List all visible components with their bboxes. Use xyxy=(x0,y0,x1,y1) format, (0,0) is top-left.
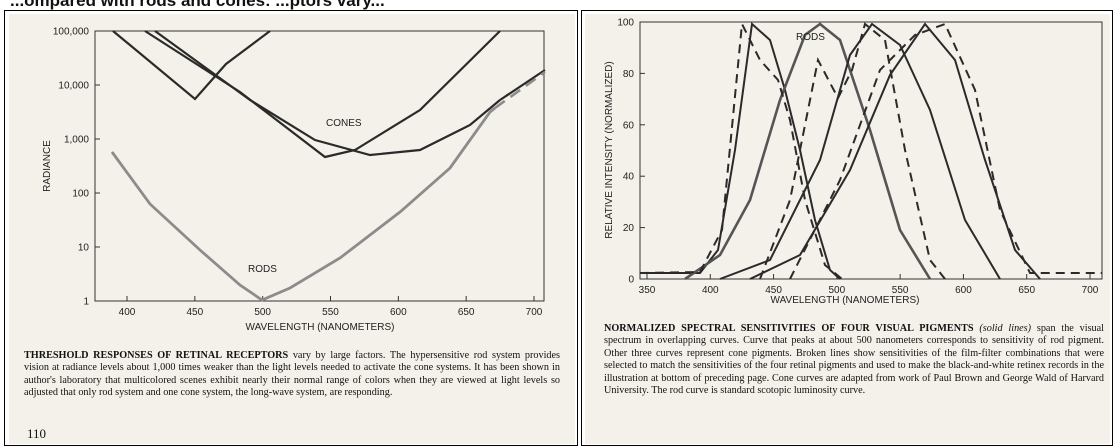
right-y-tick-label: 60 xyxy=(623,120,635,131)
left-x-tick-label: 500 xyxy=(254,307,271,318)
left-y-tick-label: 10,000 xyxy=(58,81,89,92)
rod-pigment-curve xyxy=(684,22,932,281)
mid-wave-filter-curve xyxy=(759,22,946,280)
left-x-axis-label: WAVELENGTH (NANOMETERS) xyxy=(246,322,395,333)
left-caption-text: vary by large factors. The hypersensitiv… xyxy=(24,350,560,399)
right-x-tick-label: 550 xyxy=(892,285,909,296)
right-y-tick-label: 20 xyxy=(623,223,635,234)
left-x-tick-label: 650 xyxy=(458,307,475,318)
left-plot-frame xyxy=(94,30,545,302)
right-x-tick-label: 400 xyxy=(702,285,719,296)
short-wave-pigment-curve xyxy=(640,22,841,280)
spectral-sensitivity-chart: 100 80 60 40 20 0 350 400 450 500 550 600 650 700 RE… xyxy=(604,18,1103,306)
left-figure-panel xyxy=(4,10,578,446)
left-y-axis-label: RADIANCE xyxy=(42,140,53,192)
long-wave-cone-tail xyxy=(499,69,546,101)
short-wave-cone-curve xyxy=(112,30,271,101)
right-x-tick-label: 650 xyxy=(1018,285,1035,296)
rod-threshold-extrapolated xyxy=(494,70,546,110)
right-figure-panel xyxy=(581,10,1113,446)
right-caption-text: span the visual spectrum in overlapping … xyxy=(604,323,1104,397)
right-x-tick-label: 700 xyxy=(1082,285,1099,296)
threshold-response-chart: 100,000 10,000 1,000 100 10 1 400 450 500 550 600… xyxy=(42,27,546,333)
long-wave-filter-curve xyxy=(789,22,1102,280)
right-x-tick-label: 500 xyxy=(829,285,846,296)
rods-curve-label: RODS xyxy=(796,32,825,43)
right-figure-caption: NORMALIZED SPECTRAL SENSITIVITIES OF FOU… xyxy=(604,323,1104,397)
short-wave-filter-curve xyxy=(639,20,843,280)
left-x-ticks: 400 450 500 550 600 650 700 xyxy=(119,296,543,318)
right-y-axis-label: RELATIVE INTENSITY (NORMALIZED) xyxy=(604,61,615,238)
left-y-tick-label: 1,000 xyxy=(64,135,89,146)
left-y-tick-label: 100,000 xyxy=(53,27,90,38)
left-x-tick-label: 400 xyxy=(119,307,136,318)
right-caption-lead: NORMALIZED SPECTRAL SENSITIVITIES OF FOU… xyxy=(604,323,974,334)
left-y-tick-label: 10 xyxy=(78,243,90,254)
right-y-ticks: 100 80 60 40 20 0 xyxy=(617,18,645,286)
mid-wave-pigment-curve xyxy=(719,22,1001,280)
rod-threshold-curve xyxy=(110,106,496,302)
right-caption-italic: (solid lines) xyxy=(973,323,1032,334)
right-y-tick-label: 40 xyxy=(623,172,635,183)
right-y-tick-label: 100 xyxy=(617,18,634,29)
left-y-tick-label: 100 xyxy=(72,189,89,200)
cropped-heading: ...ompared with rods and cones: ...ptors… xyxy=(6,0,389,10)
left-caption-lead: THRESHOLD RESPONSES OF RETINAL RECEPTORS xyxy=(24,350,289,361)
left-y-tick-label: 1 xyxy=(83,297,89,308)
right-x-axis-label: WAVELENGTH (NANOMETERS) xyxy=(771,295,920,306)
right-y-tick-label: 80 xyxy=(623,69,635,80)
left-figure-caption: THRESHOLD RESPONSES OF RETINAL RECEPTORS… xyxy=(24,350,560,400)
left-x-tick-label: 600 xyxy=(390,307,407,318)
right-y-tick-label: 0 xyxy=(628,275,634,286)
right-plot-frame xyxy=(639,21,1103,280)
rods-label: RODS xyxy=(248,264,277,275)
right-x-tick-label: 450 xyxy=(765,285,782,296)
right-x-tick-label: 350 xyxy=(639,285,656,296)
left-y-ticks: 100,000 10,000 1,000 100 10 1 xyxy=(53,27,100,308)
left-x-tick-label: 700 xyxy=(526,307,543,318)
right-x-ticks: 350 400 450 500 550 600 650 700 xyxy=(639,274,1099,296)
left-page-scan xyxy=(9,14,575,444)
right-page-scan xyxy=(585,14,1110,444)
cones-label: CONES xyxy=(326,118,362,129)
page-number: 110 xyxy=(27,426,47,441)
right-x-tick-label: 600 xyxy=(955,285,972,296)
left-x-tick-label: 550 xyxy=(322,307,339,318)
long-wave-cone-curve xyxy=(154,30,501,157)
left-x-tick-label: 450 xyxy=(186,307,203,318)
